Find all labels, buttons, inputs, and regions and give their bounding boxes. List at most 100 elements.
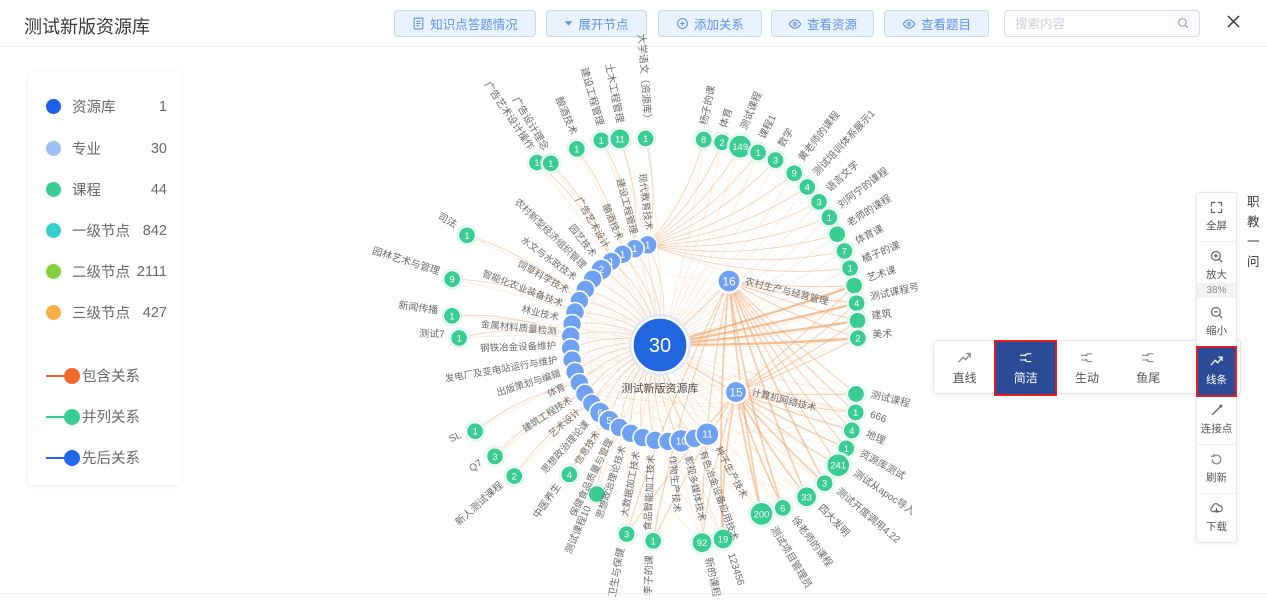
svg-text:测试培训体系展示1: 测试培训体系展示1 (810, 107, 878, 179)
svg-text:建设工程管理: 建设工程管理 (614, 177, 640, 236)
svg-text:大学语文（资源库）: 大学语文（资源库） (635, 34, 654, 125)
svg-text:7: 7 (842, 247, 847, 258)
svg-text:3: 3 (492, 452, 497, 463)
svg-text:美术: 美术 (872, 327, 892, 341)
svg-text:1: 1 (599, 136, 604, 147)
svg-text:1: 1 (755, 148, 760, 159)
svg-text:广告艺术设计: 广告艺术设计 (573, 195, 612, 251)
svg-text:1: 1 (472, 427, 477, 438)
svg-text:11: 11 (615, 134, 625, 145)
svg-text:艺术课: 艺术课 (865, 264, 897, 284)
svg-text:数学: 数学 (775, 126, 797, 150)
svg-text:语言文学: 语言文学 (823, 158, 861, 194)
svg-text:建设工程管理: 建设工程管理 (578, 66, 607, 127)
svg-text:老师的课程: 老师的课程 (844, 192, 893, 230)
svg-text:16: 16 (722, 275, 736, 289)
svg-text:思想政治理论课: 思想政治理论课 (539, 418, 592, 476)
svg-text:出版策划与编辑: 出版策划与编辑 (495, 367, 563, 399)
svg-text:5: 5 (606, 416, 612, 427)
svg-text:1: 1 (844, 444, 849, 455)
svg-text:241: 241 (830, 461, 846, 472)
svg-text:19: 19 (718, 535, 729, 546)
svg-text:SL: SL (448, 430, 464, 445)
svg-text:9: 9 (792, 169, 797, 180)
svg-text:8: 8 (701, 135, 706, 146)
svg-text:四大发明: 四大发明 (816, 501, 853, 539)
svg-text:1: 1 (632, 244, 638, 255)
svg-text:保健食品质量与管理: 保健食品质量与管理 (567, 436, 616, 519)
svg-text:1: 1 (574, 144, 579, 155)
svg-text:3: 3 (822, 479, 827, 490)
svg-text:广告设计理念: 广告设计理念 (510, 94, 552, 152)
svg-text:Q7: Q7 (467, 458, 485, 475)
svg-text:中医养生: 中医养生 (530, 481, 564, 521)
svg-text:现代教育技术: 现代教育技术 (636, 173, 655, 232)
svg-text:发电厂及变电站运行与维护: 发电厂及变电站运行与维护 (444, 354, 558, 385)
svg-text:测试课程: 测试课程 (737, 90, 764, 132)
svg-text:1: 1 (853, 408, 858, 419)
svg-text:计算机网络技术: 计算机网络技术 (750, 386, 818, 414)
svg-text:6: 6 (597, 408, 603, 419)
svg-text:3: 3 (773, 156, 778, 167)
svg-text:9: 9 (450, 275, 455, 286)
svg-text:2: 2 (599, 265, 605, 276)
svg-text:酿酒技术: 酿酒技术 (600, 202, 626, 242)
svg-text:1: 1 (548, 159, 553, 170)
svg-text:11: 11 (702, 430, 713, 441)
svg-text:测试7: 测试7 (419, 327, 445, 341)
svg-text:测试开度调用4.22: 测试开度调用4.22 (834, 485, 904, 546)
svg-text:大数据加工技术: 大数据加工技术 (619, 450, 643, 518)
svg-text:123456: 123456 (725, 552, 746, 588)
svg-text:园林艺术与管理: 园林艺术与管理 (371, 244, 442, 278)
svg-text:杨子的课: 杨子的课 (697, 84, 718, 126)
svg-text:1: 1 (847, 264, 852, 275)
svg-text:食品智能加工技术: 食品智能加工技术 (642, 454, 658, 531)
svg-text:测试从apoc导入: 测试从apoc导入 (851, 467, 918, 518)
svg-text:测试项目管理员: 测试项目管理员 (768, 524, 815, 591)
svg-text:1: 1 (449, 311, 454, 322)
svg-text:影视多媒体技术: 影视多媒体技术 (682, 455, 708, 523)
svg-text:信息技术: 信息技术 (572, 428, 603, 467)
svg-text:1: 1 (620, 250, 626, 261)
svg-text:体育课: 体育课 (853, 222, 886, 247)
svg-text:有色冶金设备应用技术: 有色冶金设备应用技术 (697, 449, 741, 543)
svg-text:刘阿宁的课程: 刘阿宁的课程 (835, 165, 891, 211)
svg-text:课程1: 课程1 (757, 112, 779, 141)
svg-text:1: 1 (643, 134, 648, 145)
svg-text:广告艺术设计操作: 广告艺术设计操作 (482, 79, 538, 153)
svg-text:2: 2 (719, 138, 724, 149)
svg-text:体育: 体育 (717, 106, 735, 129)
svg-text:建筑: 建筑 (871, 307, 892, 322)
svg-text:智能化农业装备技术: 智能化农业装备技术 (481, 268, 566, 310)
svg-text:橘子的课: 橘子的课 (860, 239, 902, 266)
svg-text:1: 1 (651, 536, 656, 547)
svg-text:2: 2 (855, 334, 860, 345)
svg-text:92: 92 (697, 538, 708, 549)
svg-text:3: 3 (816, 197, 821, 208)
svg-text:徐老师的课程: 徐老师的课程 (789, 513, 835, 569)
svg-text:4: 4 (854, 299, 859, 310)
svg-text:测试课程10: 测试课程10 (562, 503, 594, 556)
svg-text:黄老师的课程: 黄老师的课程 (795, 108, 842, 163)
svg-text:测试课程号: 测试课程号 (869, 280, 921, 303)
svg-text:体育: 体育 (545, 381, 567, 400)
svg-text:15: 15 (729, 386, 743, 400)
svg-text:30: 30 (649, 335, 671, 357)
svg-text:建筑工程技术: 建筑工程技术 (520, 394, 575, 435)
svg-text:10: 10 (676, 436, 688, 447)
svg-text:饲草科学技术: 饲草科学技术 (515, 258, 571, 296)
svg-text:酿酒技术: 酿酒技术 (553, 95, 581, 137)
svg-text:新人测试课程: 新人测试课程 (452, 478, 505, 528)
svg-text:水文与水政技术: 水文与水政技术 (519, 234, 580, 284)
svg-text:666: 666 (868, 410, 888, 426)
svg-text:思想政治理论技术: 思想政治理论技术 (594, 444, 630, 520)
svg-text:作物生产技术: 作物生产技术 (666, 455, 683, 513)
svg-text:1: 1 (827, 213, 832, 224)
svg-text:4: 4 (805, 183, 810, 194)
svg-text:2: 2 (512, 472, 517, 483)
svg-text:园艺技术: 园艺技术 (566, 222, 599, 260)
svg-text:4: 4 (849, 426, 854, 437)
svg-text:司法: 司法 (436, 210, 460, 231)
svg-text:1: 1 (456, 334, 461, 345)
svg-text:地理: 地理 (864, 427, 888, 447)
